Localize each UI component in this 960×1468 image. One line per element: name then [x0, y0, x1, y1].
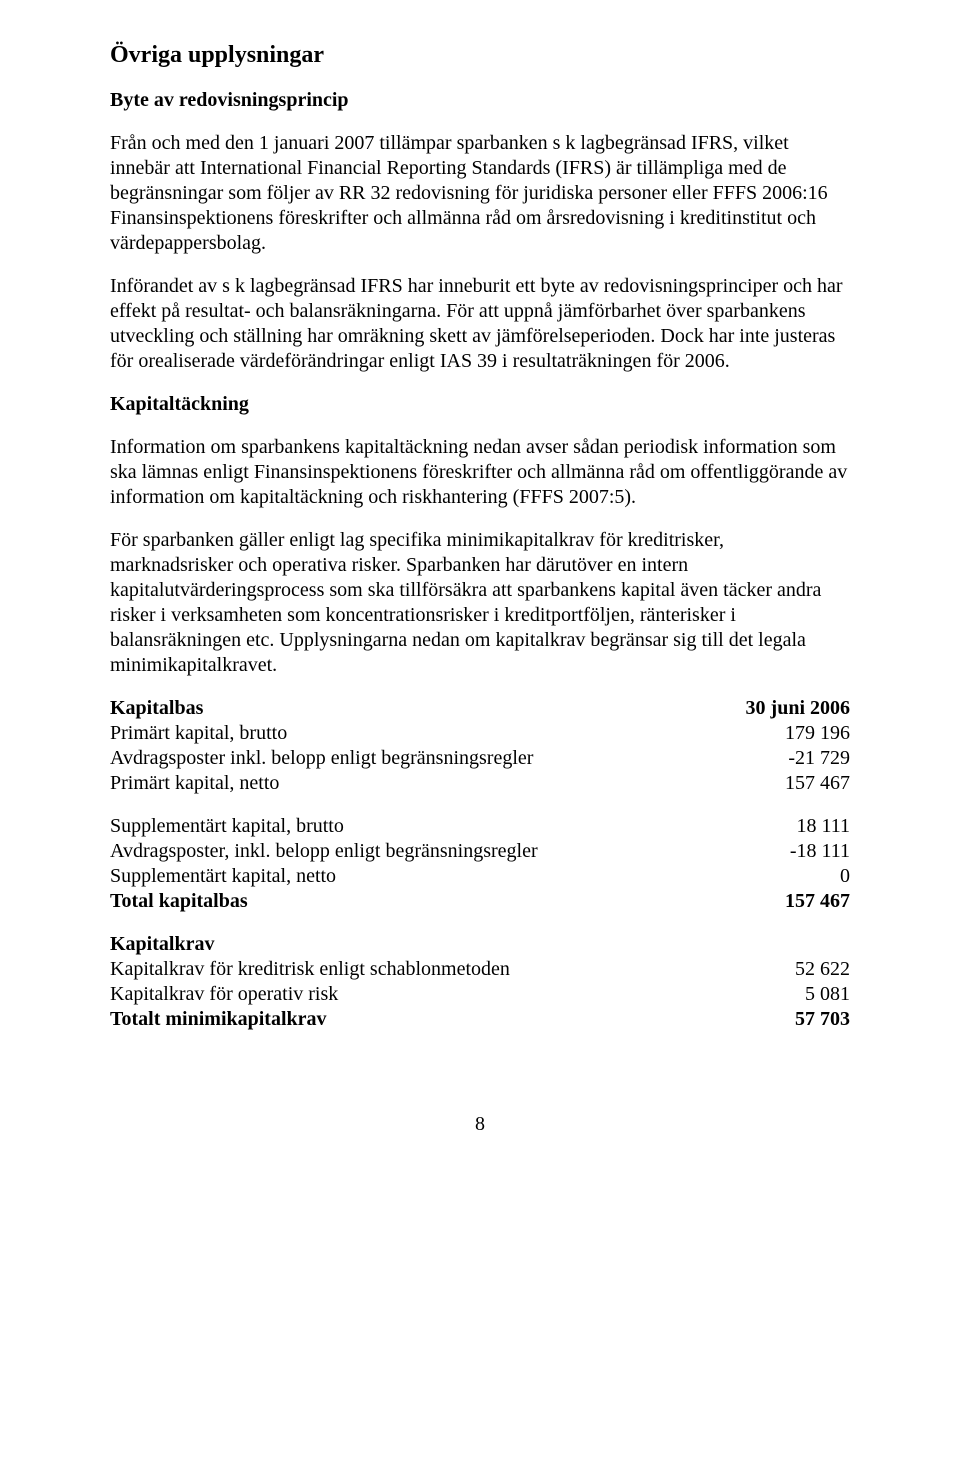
total-label: Totalt minimikapitalkrav: [110, 1007, 744, 1032]
row-label: Supplementärt kapital, netto: [110, 864, 737, 889]
kapital-paragraph-1: Information om sparbankens kapitaltäckni…: [110, 435, 850, 510]
table-row: Supplementärt kapital, netto 0: [110, 864, 850, 889]
table-row: Primärt kapital, brutto 179 196: [110, 721, 850, 746]
row-value: 179 196: [690, 721, 850, 746]
row-label: Primärt kapital, netto: [110, 771, 690, 796]
row-label: Kapitalkrav för kreditrisk enligt schabl…: [110, 957, 744, 982]
kapital-subtitle: Kapitaltäckning: [110, 392, 850, 417]
table-row: Avdragsposter, inkl. belopp enligt begrä…: [110, 839, 850, 864]
row-label: Avdragsposter inkl. belopp enligt begrän…: [110, 746, 690, 771]
kapitalbas-table: Kapitalbas 30 juni 2006 Primärt kapital,…: [110, 696, 850, 796]
table-row: Supplementärt kapital, brutto 18 111: [110, 814, 850, 839]
table-total-row: Total kapitalbas 157 467: [110, 889, 850, 914]
table-row: Kapitalkrav för kreditrisk enligt schabl…: [110, 957, 850, 982]
empty-cell: [744, 932, 850, 957]
row-value: 0: [737, 864, 850, 889]
kapitalkrav-header: Kapitalkrav: [110, 932, 744, 957]
total-value: 157 467: [737, 889, 850, 914]
row-value: 157 467: [690, 771, 850, 796]
row-label: Primärt kapital, brutto: [110, 721, 690, 746]
byte-paragraph-2: Införandet av s k lagbegränsad IFRS har …: [110, 274, 850, 374]
supplement-table: Supplementärt kapital, brutto 18 111 Avd…: [110, 814, 850, 914]
row-label: Supplementärt kapital, brutto: [110, 814, 737, 839]
table-row: Kapitalkrav för operativ risk 5 081: [110, 982, 850, 1007]
kapitalkrav-table: Kapitalkrav Kapitalkrav för kreditrisk e…: [110, 932, 850, 1032]
row-value: 18 111: [737, 814, 850, 839]
row-value: -21 729: [690, 746, 850, 771]
row-label: Kapitalkrav för operativ risk: [110, 982, 744, 1007]
byte-subtitle: Byte av redovisningsprincip: [110, 88, 850, 113]
row-label: Avdragsposter, inkl. belopp enligt begrä…: [110, 839, 737, 864]
kapitalbas-header-value: 30 juni 2006: [690, 696, 850, 721]
page-number: 8: [110, 1112, 850, 1137]
kapitalbas-header-label: Kapitalbas: [110, 696, 690, 721]
byte-paragraph-1: Från och med den 1 januari 2007 tillämpa…: [110, 131, 850, 256]
row-value: 5 081: [744, 982, 850, 1007]
table-row: Avdragsposter inkl. belopp enligt begrän…: [110, 746, 850, 771]
row-value: 52 622: [744, 957, 850, 982]
table-total-row: Totalt minimikapitalkrav 57 703: [110, 1007, 850, 1032]
table-row: Primärt kapital, netto 157 467: [110, 771, 850, 796]
main-heading: Övriga upplysningar: [110, 40, 850, 70]
total-value: 57 703: [744, 1007, 850, 1032]
total-label: Total kapitalbas: [110, 889, 737, 914]
row-value: -18 111: [737, 839, 850, 864]
kapital-paragraph-2: För sparbanken gäller enligt lag specifi…: [110, 528, 850, 678]
